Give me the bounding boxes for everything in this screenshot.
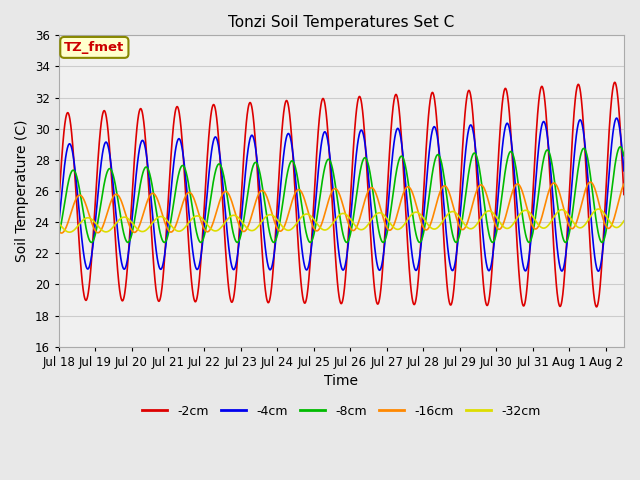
-8cm <box>616 144 624 150</box>
-32cm <box>66 229 74 235</box>
-4cm <box>84 266 92 272</box>
-16cm <box>315 227 323 232</box>
-4cm <box>604 188 612 194</box>
-2cm <box>315 125 323 131</box>
-2cm <box>593 304 600 310</box>
-8cm <box>55 233 63 239</box>
-16cm <box>84 207 92 213</box>
-32cm <box>330 219 337 225</box>
-4cm <box>612 115 620 121</box>
-8cm <box>620 153 628 159</box>
-2cm <box>55 204 63 209</box>
-2cm <box>620 192 628 197</box>
-16cm <box>586 179 594 185</box>
Line: -16cm: -16cm <box>59 182 624 233</box>
-2cm <box>500 90 508 96</box>
Line: -2cm: -2cm <box>59 82 624 307</box>
-16cm <box>604 225 612 231</box>
-32cm <box>620 218 628 224</box>
-2cm <box>330 221 337 227</box>
-16cm <box>330 186 337 192</box>
-8cm <box>330 172 337 178</box>
Line: -32cm: -32cm <box>59 209 624 232</box>
-16cm <box>620 181 628 187</box>
Title: Tonzi Soil Temperatures Set C: Tonzi Soil Temperatures Set C <box>228 15 454 30</box>
-16cm <box>58 230 65 236</box>
-8cm <box>315 203 323 208</box>
-2cm <box>604 157 611 163</box>
-32cm <box>595 206 602 212</box>
-8cm <box>500 177 508 183</box>
Y-axis label: Soil Temperature (C): Soil Temperature (C) <box>15 120 29 262</box>
-8cm <box>604 218 612 224</box>
Line: -8cm: -8cm <box>59 147 624 242</box>
Line: -4cm: -4cm <box>59 118 624 271</box>
Legend: -2cm, -4cm, -8cm, -16cm, -32cm: -2cm, -4cm, -8cm, -16cm, -32cm <box>137 400 545 423</box>
-2cm <box>84 294 92 300</box>
-32cm <box>84 215 92 221</box>
-8cm <box>161 240 168 245</box>
-32cm <box>500 224 508 230</box>
Text: TZ_fmet: TZ_fmet <box>64 41 125 54</box>
-4cm <box>315 167 323 172</box>
-4cm <box>500 133 508 139</box>
-16cm <box>604 226 612 231</box>
-4cm <box>620 168 628 174</box>
-4cm <box>604 192 611 198</box>
-16cm <box>55 228 63 234</box>
-4cm <box>330 192 337 198</box>
-8cm <box>84 231 92 237</box>
-2cm <box>611 79 619 85</box>
X-axis label: Time: Time <box>324 374 358 388</box>
-16cm <box>500 219 508 225</box>
-4cm <box>595 268 602 274</box>
-32cm <box>604 216 612 222</box>
-2cm <box>604 152 612 158</box>
-4cm <box>55 223 63 228</box>
-32cm <box>315 223 323 229</box>
-32cm <box>604 216 612 222</box>
-32cm <box>55 220 63 226</box>
-8cm <box>604 220 611 226</box>
